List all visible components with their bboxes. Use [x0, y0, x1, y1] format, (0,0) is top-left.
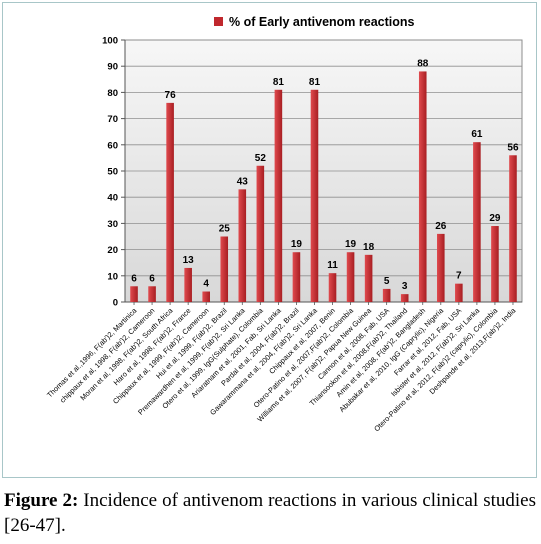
bar	[148, 286, 156, 302]
bar	[400, 294, 409, 302]
data-label: 81	[273, 77, 285, 88]
bar	[184, 267, 192, 302]
y-tick-label: 70	[107, 114, 118, 125]
y-tick-label: 10	[107, 271, 118, 282]
bar	[509, 155, 517, 302]
bar	[220, 236, 229, 302]
y-tick-label: 50	[107, 167, 118, 178]
bar	[238, 189, 247, 302]
data-label: 61	[471, 129, 483, 140]
data-label: 19	[291, 239, 303, 250]
bar	[491, 226, 499, 302]
y-tick-label: 60	[107, 140, 118, 151]
y-tick-label: 20	[107, 245, 118, 256]
data-label: 6	[131, 273, 137, 284]
bar	[256, 165, 265, 302]
data-label: 19	[345, 239, 357, 250]
bar	[274, 89, 283, 302]
bar	[310, 89, 319, 302]
bar	[328, 273, 337, 302]
chart-frame: 0 10 20 30 40 50 60 70 80 90 100 % of Early antiven…	[2, 2, 537, 478]
data-label: 6	[149, 273, 155, 284]
bar	[202, 291, 210, 302]
y-tick-label: 40	[107, 193, 118, 204]
data-label: 7	[456, 271, 462, 282]
bar	[473, 142, 481, 302]
data-label: 88	[417, 58, 429, 69]
data-label: 26	[435, 221, 447, 232]
data-label: 5	[384, 276, 390, 287]
data-label: 11	[327, 260, 338, 271]
data-label: 4	[203, 279, 209, 290]
y-tick-label: 80	[107, 88, 118, 99]
y-tick-label: 90	[107, 62, 118, 73]
bar	[418, 71, 427, 302]
y-tick-label: 0	[113, 298, 118, 309]
bar-chart: 0 10 20 30 40 50 60 70 80 90 100 % of Early antiven…	[45, 15, 523, 433]
bar	[292, 252, 301, 302]
data-label: 29	[489, 213, 501, 224]
data-label: 81	[309, 77, 321, 88]
bar	[455, 283, 463, 302]
figure-label: Figure 2:	[4, 490, 79, 511]
figure-caption: Figure 2: Incidence of antivenom reactio…	[4, 488, 536, 538]
figure-caption-text: Incidence of antivenom reactions in vari…	[4, 490, 536, 536]
data-label: 76	[165, 90, 177, 101]
y-tick-label: 30	[107, 219, 118, 230]
data-label: 56	[507, 142, 519, 153]
data-label: 3	[402, 281, 408, 292]
bar	[166, 102, 174, 302]
data-label: 43	[237, 176, 249, 187]
bar	[437, 233, 445, 302]
data-label: 25	[219, 224, 231, 235]
legend-label: % of Early antivenom reactions	[229, 15, 415, 29]
bar	[364, 254, 373, 302]
y-tick-label: 100	[102, 36, 118, 47]
legend-swatch	[214, 17, 223, 26]
legend: % of Early antivenom reactions	[214, 15, 415, 29]
bar	[130, 286, 138, 302]
bar	[382, 288, 391, 302]
data-label: 13	[183, 255, 195, 266]
bar	[346, 252, 355, 302]
data-label: 18	[363, 242, 375, 253]
data-label: 52	[255, 153, 267, 164]
